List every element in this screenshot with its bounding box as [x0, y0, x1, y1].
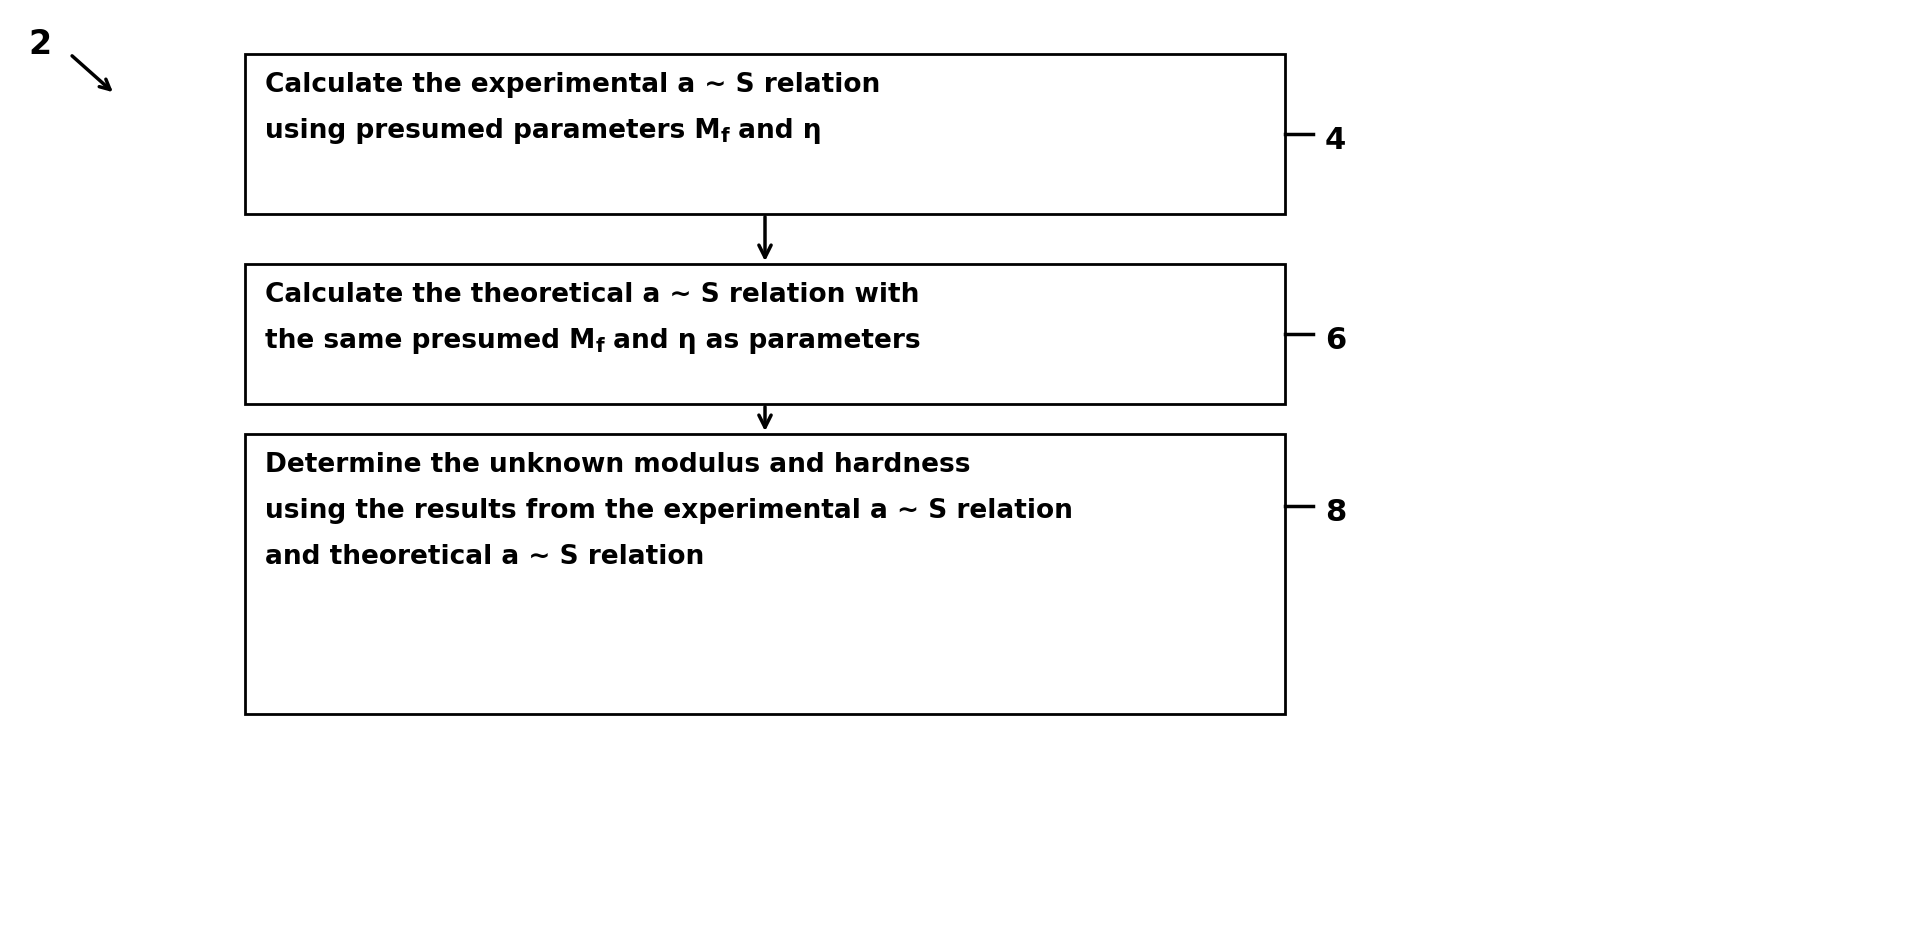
Text: and η: and η	[730, 118, 822, 144]
Text: Calculate the experimental a ∼ S relation: Calculate the experimental a ∼ S relatio…	[266, 72, 881, 98]
Text: f: f	[720, 126, 730, 146]
Bar	[245, 264, 1284, 404]
Bar	[245, 434, 1284, 714]
Text: 4: 4	[1324, 126, 1345, 155]
Text: and theoretical a ∼ S relation: and theoretical a ∼ S relation	[266, 544, 705, 570]
Text: and η as parameters: and η as parameters	[604, 328, 921, 354]
Text: the same presumed M: the same presumed M	[266, 328, 594, 354]
Text: Calculate the theoretical a ∼ S relation with: Calculate the theoretical a ∼ S relation…	[266, 282, 919, 308]
Text: using the results from the experimental a ∼ S relation: using the results from the experimental …	[266, 498, 1072, 524]
Text: 6: 6	[1324, 326, 1345, 355]
Text: f: f	[594, 336, 604, 356]
Text: using presumed parameters M: using presumed parameters M	[266, 118, 720, 144]
Text: 2: 2	[29, 28, 52, 61]
Text: Determine the unknown modulus and hardness: Determine the unknown modulus and hardne…	[266, 452, 971, 478]
Bar	[245, 54, 1284, 214]
Text: 8: 8	[1324, 498, 1345, 527]
